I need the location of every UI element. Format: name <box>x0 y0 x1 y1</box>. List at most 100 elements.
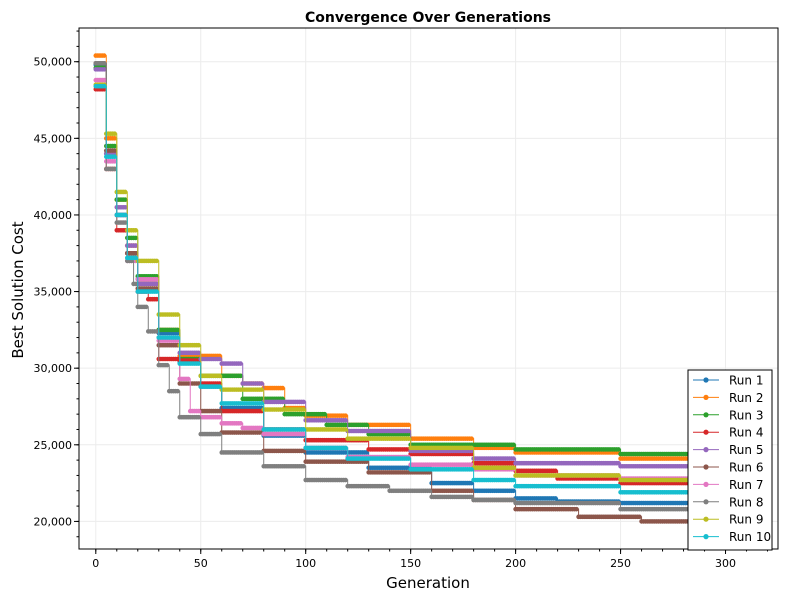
x-axis-label: Generation <box>386 574 470 592</box>
legend-swatch-marker <box>703 394 709 400</box>
data-point <box>112 131 117 137</box>
legend-box <box>687 369 773 551</box>
data-point <box>238 361 243 366</box>
data-point <box>154 277 159 282</box>
data-point <box>616 500 621 506</box>
data-point <box>154 296 159 302</box>
data-point <box>343 417 348 423</box>
data-point <box>616 447 621 452</box>
legend-item: Run 8 <box>693 495 763 509</box>
legend-label: Run 8 <box>729 495 763 509</box>
data-point <box>217 356 222 362</box>
data-point <box>175 335 180 340</box>
data-point <box>154 329 159 334</box>
legend-item: Run 6 <box>693 461 763 475</box>
legend-swatch-marker <box>703 464 709 470</box>
data-point <box>164 362 170 368</box>
data-point <box>553 468 558 474</box>
x-tick-label: 0 <box>92 557 99 570</box>
series-5 <box>93 67 728 471</box>
data-point <box>112 148 117 153</box>
series-9 <box>93 82 728 484</box>
legend-item: Run 9 <box>693 513 763 527</box>
legend-swatch-marker <box>703 412 709 418</box>
legend-swatch-marker <box>703 377 709 383</box>
legend-item: Run 5 <box>693 443 763 457</box>
data-point <box>101 83 107 89</box>
y-tick-label: 25,000 <box>34 439 73 452</box>
data-point <box>175 388 180 394</box>
y-axis-label: Best Solution Cost <box>9 221 27 358</box>
legend-label: Run 4 <box>729 426 763 440</box>
legend-swatch-marker <box>703 429 709 435</box>
data-point <box>122 204 128 210</box>
data-point <box>112 136 117 141</box>
y-tick-label: 30,000 <box>34 362 73 375</box>
data-point <box>280 385 285 391</box>
data-point <box>175 327 180 333</box>
data-point <box>259 401 264 406</box>
x-tick-label: 200 <box>505 557 526 570</box>
data-point <box>185 376 191 382</box>
data-point <box>238 373 243 379</box>
data-point <box>406 422 411 428</box>
data-point <box>133 227 138 233</box>
data-point <box>469 445 474 451</box>
chart-title: Convergence Over Generations <box>305 10 551 26</box>
data-point <box>259 381 264 386</box>
data-point <box>343 413 348 418</box>
series-10 <box>93 83 728 495</box>
data-point <box>143 304 149 310</box>
data-point <box>101 77 107 83</box>
data-point <box>406 436 411 441</box>
data-point <box>122 220 128 225</box>
legend-swatch-marker <box>703 481 709 487</box>
data-point <box>112 166 117 172</box>
x-tick-label: 50 <box>194 557 208 570</box>
legend: Run 1 Run 2 Run 3 Run 4 Run 5 Run 6 Run 7 Run 8… <box>687 369 773 551</box>
data-point <box>112 154 117 160</box>
data-point <box>217 373 222 379</box>
data-point <box>469 488 474 494</box>
legend-item: Run 7 <box>693 478 763 492</box>
data-point <box>122 189 128 195</box>
axes: 0 50 100 150 200 250 300 20,000 25,000 30,000 35,0… <box>34 27 779 570</box>
data-point <box>511 465 516 471</box>
data-point <box>616 483 621 489</box>
legend-item: Run 3 <box>693 408 763 422</box>
legend-label: Run 3 <box>729 408 763 422</box>
data-point <box>406 456 411 461</box>
x-tick-label: 300 <box>715 557 736 570</box>
data-point <box>133 243 138 248</box>
data-point <box>196 408 201 414</box>
data-point <box>154 258 159 264</box>
data-point <box>574 506 579 512</box>
data-point <box>511 442 516 448</box>
data-point <box>133 281 138 287</box>
legend-label: Run 10 <box>729 530 771 544</box>
data-point <box>101 60 107 66</box>
data-point <box>101 53 107 58</box>
data-point <box>385 483 390 489</box>
legend-swatch-marker <box>703 534 709 540</box>
x-tick-label: 100 <box>295 557 316 570</box>
legend-swatch-marker <box>703 516 709 522</box>
plot-frame <box>78 27 779 550</box>
grid <box>79 28 778 549</box>
data-point <box>175 312 180 317</box>
legend-label: Run 7 <box>729 478 763 492</box>
data-point <box>301 399 306 405</box>
data-point <box>406 428 411 434</box>
y-tick-label: 50,000 <box>34 56 73 69</box>
legend-item: Run 1 <box>693 374 763 388</box>
data-point <box>217 414 222 420</box>
data-point <box>196 414 201 420</box>
data-point <box>154 289 159 294</box>
data-point <box>259 450 264 455</box>
y-tick-label: 20,000 <box>34 515 73 528</box>
data-point <box>112 159 117 164</box>
data-point <box>101 67 107 72</box>
data-point <box>511 488 516 494</box>
